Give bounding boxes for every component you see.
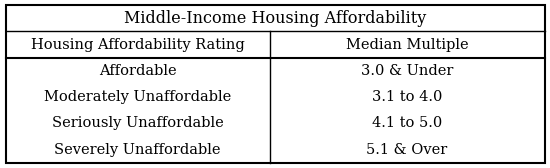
Text: 3.1 to 4.0: 3.1 to 4.0 — [372, 90, 442, 104]
Text: Moderately Unaffordable: Moderately Unaffordable — [44, 90, 231, 104]
Text: Median Multiple: Median Multiple — [346, 37, 468, 52]
Text: Seriously Unaffordable: Seriously Unaffordable — [52, 116, 223, 131]
Text: 3.0 & Under: 3.0 & Under — [361, 64, 453, 78]
Text: Housing Affordability Rating: Housing Affordability Rating — [31, 37, 244, 52]
Text: 5.1 & Over: 5.1 & Over — [366, 143, 448, 157]
Text: 4.1 to 5.0: 4.1 to 5.0 — [372, 116, 442, 131]
Text: Affordable: Affordable — [98, 64, 177, 78]
Text: Severely Unaffordable: Severely Unaffordable — [54, 143, 221, 157]
Text: Middle-Income Housing Affordability: Middle-Income Housing Affordability — [124, 10, 426, 27]
